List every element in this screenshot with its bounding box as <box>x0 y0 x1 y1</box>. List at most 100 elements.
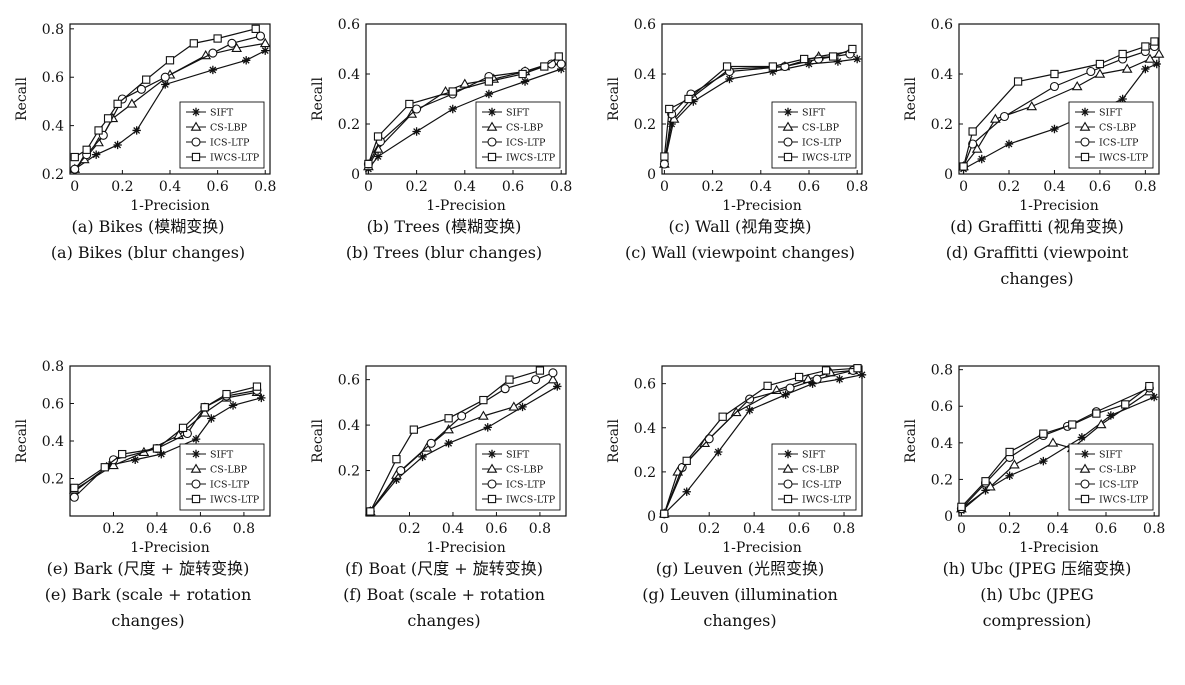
legend-label: SIFT <box>210 108 234 119</box>
data-point <box>484 77 494 86</box>
data-point <box>142 75 151 84</box>
chart-panel: 0 0.2 0.4 0.6 0.8 0 0.2 0.4 0.6 0.8 1-Precision Rec… <box>889 342 1185 684</box>
series-sift <box>660 370 867 518</box>
x-tick-label: 0.4 <box>442 521 464 537</box>
chart-panel: 0.2 0.4 0.6 0.8 0.2 0.4 0.6 0.8 1-Precision Recal… <box>0 342 296 684</box>
figure-caption: (c) Wall (视角变换) (c) Wall (viewpoint chang… <box>592 214 888 266</box>
data-point <box>1050 69 1059 79</box>
legend-label: CS-LBP <box>210 123 248 134</box>
data-point <box>1050 124 1059 134</box>
y-tick-label: 0.8 <box>42 359 64 375</box>
y-tick-label: 0.6 <box>634 17 656 33</box>
data-point <box>547 374 559 384</box>
legend-label: CS-LBP <box>802 123 840 134</box>
chart-panel: 0 0.2 0.4 0.6 0.8 0 0.2 0.4 0.6 1-Precision Recall… <box>296 0 592 342</box>
legend: SIFT CS-LBP ICS-LTP IWCS-LTP <box>1068 101 1154 169</box>
data-point <box>189 39 198 48</box>
x-tick-label: 0 <box>660 521 669 537</box>
caption-english: (a) Bikes (blur changes) <box>50 243 246 262</box>
legend-marker <box>191 449 201 459</box>
y-tick-label: 0.6 <box>931 17 953 33</box>
y-tick-label: 0.6 <box>338 17 360 33</box>
legend-label: ICS-LTP <box>802 138 842 149</box>
chart-svg: 0 0.2 0.4 0.6 0.8 0 0.2 0.4 0.6 1-Precision Recall… <box>606 17 868 214</box>
data-point <box>828 52 838 61</box>
y-tick-label: 0.2 <box>338 464 360 480</box>
data-point <box>108 459 119 470</box>
data-point <box>91 150 101 159</box>
data-point <box>1004 139 1014 149</box>
legend-marker <box>1080 107 1090 117</box>
data-point <box>208 65 218 75</box>
data-point <box>70 152 79 162</box>
plot-frame <box>365 23 567 175</box>
figure-caption: (a) Bikes (模糊变换) (a) Bikes (blur changes) <box>0 214 296 266</box>
caption-chinese: (c) Wall (视角变换) <box>668 217 812 236</box>
x-tick-label: 0.8 <box>846 179 868 195</box>
data-point <box>100 463 109 472</box>
chart-svg: 0 0.2 0.4 0.6 0.8 0 0.2 0.4 0.6 1-Precision Recall… <box>606 364 867 556</box>
legend-label: ICS-LTP <box>506 138 546 149</box>
x-tick-label: 0.4 <box>146 521 168 537</box>
x-tick-label: 0.2 <box>698 521 720 537</box>
legend-marker <box>191 494 201 504</box>
legend-label: CS-LBP <box>506 123 544 134</box>
legend: SIFT CS-LBP ICS-LTP IWCS-LTP <box>475 101 561 169</box>
figure-caption: (f) Boat (尺度 + 旋转变换) (f) Boat (scale + ro… <box>296 556 592 634</box>
y-tick-label: 0.4 <box>338 67 360 83</box>
data-point <box>745 405 754 415</box>
data-point <box>479 395 488 405</box>
x-tick-label: 0 <box>70 179 79 195</box>
x-tick-label: 0.6 <box>1089 179 1111 195</box>
data-point <box>713 447 723 457</box>
y-tick-label: 0.2 <box>42 472 64 488</box>
data-point <box>426 438 436 448</box>
data-point <box>257 393 266 403</box>
data-point <box>70 483 79 493</box>
series-iwcs-ltp <box>959 37 1159 171</box>
data-point <box>814 54 824 64</box>
data-point <box>1039 429 1048 438</box>
data-point <box>392 455 401 464</box>
data-point <box>231 42 243 52</box>
x-tick-label: 0.4 <box>750 179 772 195</box>
y-tick-label: 0.2 <box>634 117 656 133</box>
data-point <box>857 370 867 380</box>
x-tick-label: 0.8 <box>833 521 855 537</box>
x-axis-label: 1-Precision <box>1019 540 1098 556</box>
legend-marker <box>487 137 497 147</box>
y-tick-label: 0.4 <box>931 436 953 452</box>
data-point <box>200 403 209 412</box>
legend-label: CS-LBP <box>1099 123 1137 134</box>
legend-label: CS-LBP <box>506 465 544 476</box>
caption-chinese: (h) Ubc (JPEG 压缩变换) <box>942 559 1132 578</box>
x-tick-label: 0.2 <box>405 179 427 195</box>
y-tick-label: 0.6 <box>42 70 64 86</box>
data-point <box>718 412 727 421</box>
figure-caption: (e) Bark (尺度 + 旋转变换) (e) Bark (scale + ro… <box>0 556 296 634</box>
y-axis-label: Recall <box>14 418 30 462</box>
data-point <box>554 52 563 61</box>
data-point <box>207 414 216 423</box>
data-point <box>518 402 527 412</box>
legend-marker <box>486 463 498 473</box>
legend-label: IWCS-LTP <box>506 495 556 506</box>
legend-label: CS-LBP <box>210 465 248 476</box>
x-tick-label: 0.2 <box>111 179 133 195</box>
legend: SIFT CS-LBP ICS-LTP IWCS-LTP <box>179 443 265 511</box>
series-iwcs-ltp <box>70 382 262 493</box>
series-line <box>74 50 266 170</box>
legend: SIFT CS-LBP ICS-LTP IWCS-LTP <box>771 101 857 169</box>
y-tick-label: 0 <box>647 167 656 183</box>
data-point <box>405 99 414 109</box>
data-point <box>722 62 732 71</box>
data-point <box>508 401 520 411</box>
data-point <box>444 414 453 423</box>
y-tick-label: 0.6 <box>338 373 360 389</box>
data-point <box>261 46 270 55</box>
legend-label: CS-LBP <box>802 465 840 476</box>
data-point <box>971 143 983 153</box>
legend-marker <box>487 449 497 459</box>
data-point <box>103 114 113 123</box>
data-point <box>548 368 558 378</box>
